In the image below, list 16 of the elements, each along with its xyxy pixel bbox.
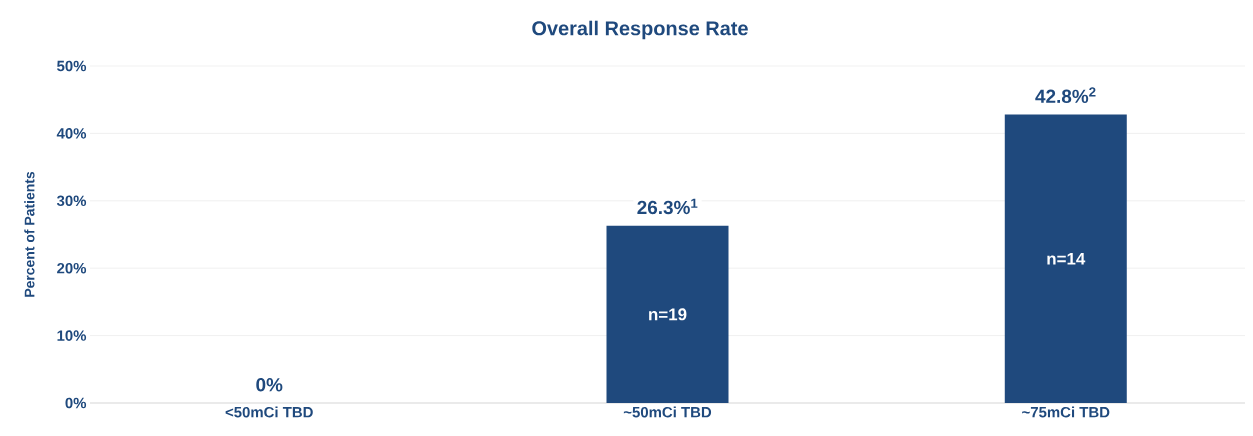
y-tick-label: 50% — [57, 60, 87, 72]
data-label: 26.3%$^{1}$ — [637, 198, 698, 215]
x-tick-label: <50mCi TBD — [225, 406, 313, 418]
y-axis-title: Percent of Patients — [24, 171, 35, 297]
y-tick-label: 0% — [65, 397, 87, 409]
y-tick-label: 40% — [56, 128, 87, 139]
y-tick-label: 10% — [57, 330, 87, 341]
x-tick-label: ~50mCi TBD — [623, 406, 712, 418]
annotation: n=14 — [1047, 252, 1086, 265]
data-label: 42.8%$^{2}$ — [1035, 87, 1096, 104]
chart-title: Overall Response Rate — [532, 20, 748, 40]
annotation: n=19 — [649, 308, 687, 321]
data-label: 0% — [256, 378, 283, 392]
y-tick-label: 20% — [57, 262, 87, 274]
y-tick-label: 30% — [56, 195, 87, 207]
x-tick-label: ~75mCi TBD — [1022, 406, 1110, 418]
